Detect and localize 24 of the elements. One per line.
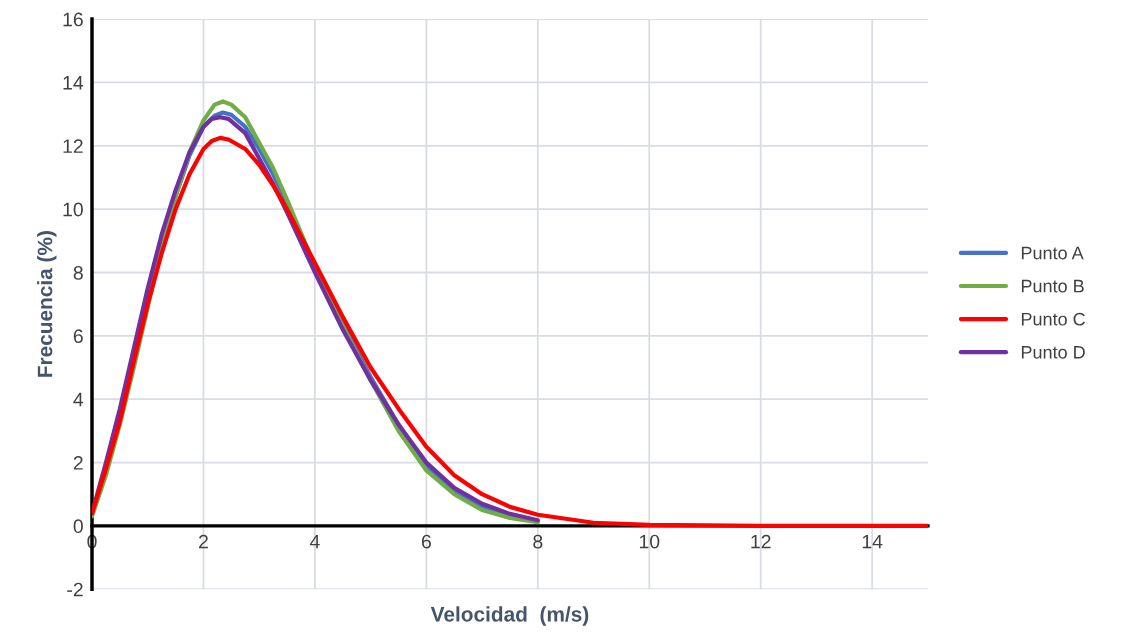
y-tick-label: 0 <box>73 519 83 534</box>
legend-label: Punto A <box>1021 246 1084 260</box>
y-tick-label: 10 <box>63 202 83 217</box>
x-tick-label: 6 <box>421 534 431 549</box>
x-tick-label: 10 <box>639 534 660 549</box>
x-tick-label: 12 <box>751 534 771 549</box>
y-axis-title: Frecuencia (%) <box>37 231 57 377</box>
x-tick-label: 2 <box>199 534 208 549</box>
line-series <box>92 135 928 528</box>
x-axis-title: Velocidad (m/s) <box>430 606 589 626</box>
y-tick-label: 14 <box>63 76 84 90</box>
y-tick-label: 2 <box>73 456 83 470</box>
y-tick-label: 12 <box>63 139 83 153</box>
y-tick-label: 16 <box>63 12 83 27</box>
x-tick-label: 8 <box>533 534 543 549</box>
y-tick-label: 4 <box>73 392 84 407</box>
x-tick-label: 4 <box>309 534 320 549</box>
legend-label: Punto D <box>1021 346 1085 359</box>
x-tick-label: 14 <box>862 534 883 549</box>
legend-label: Punto B <box>1021 279 1084 293</box>
y-tick-label: -2 <box>67 582 83 597</box>
legend-label: Punto C <box>1021 312 1085 326</box>
y-tick-label: 8 <box>73 265 83 280</box>
y-tick-label: 6 <box>73 329 83 344</box>
